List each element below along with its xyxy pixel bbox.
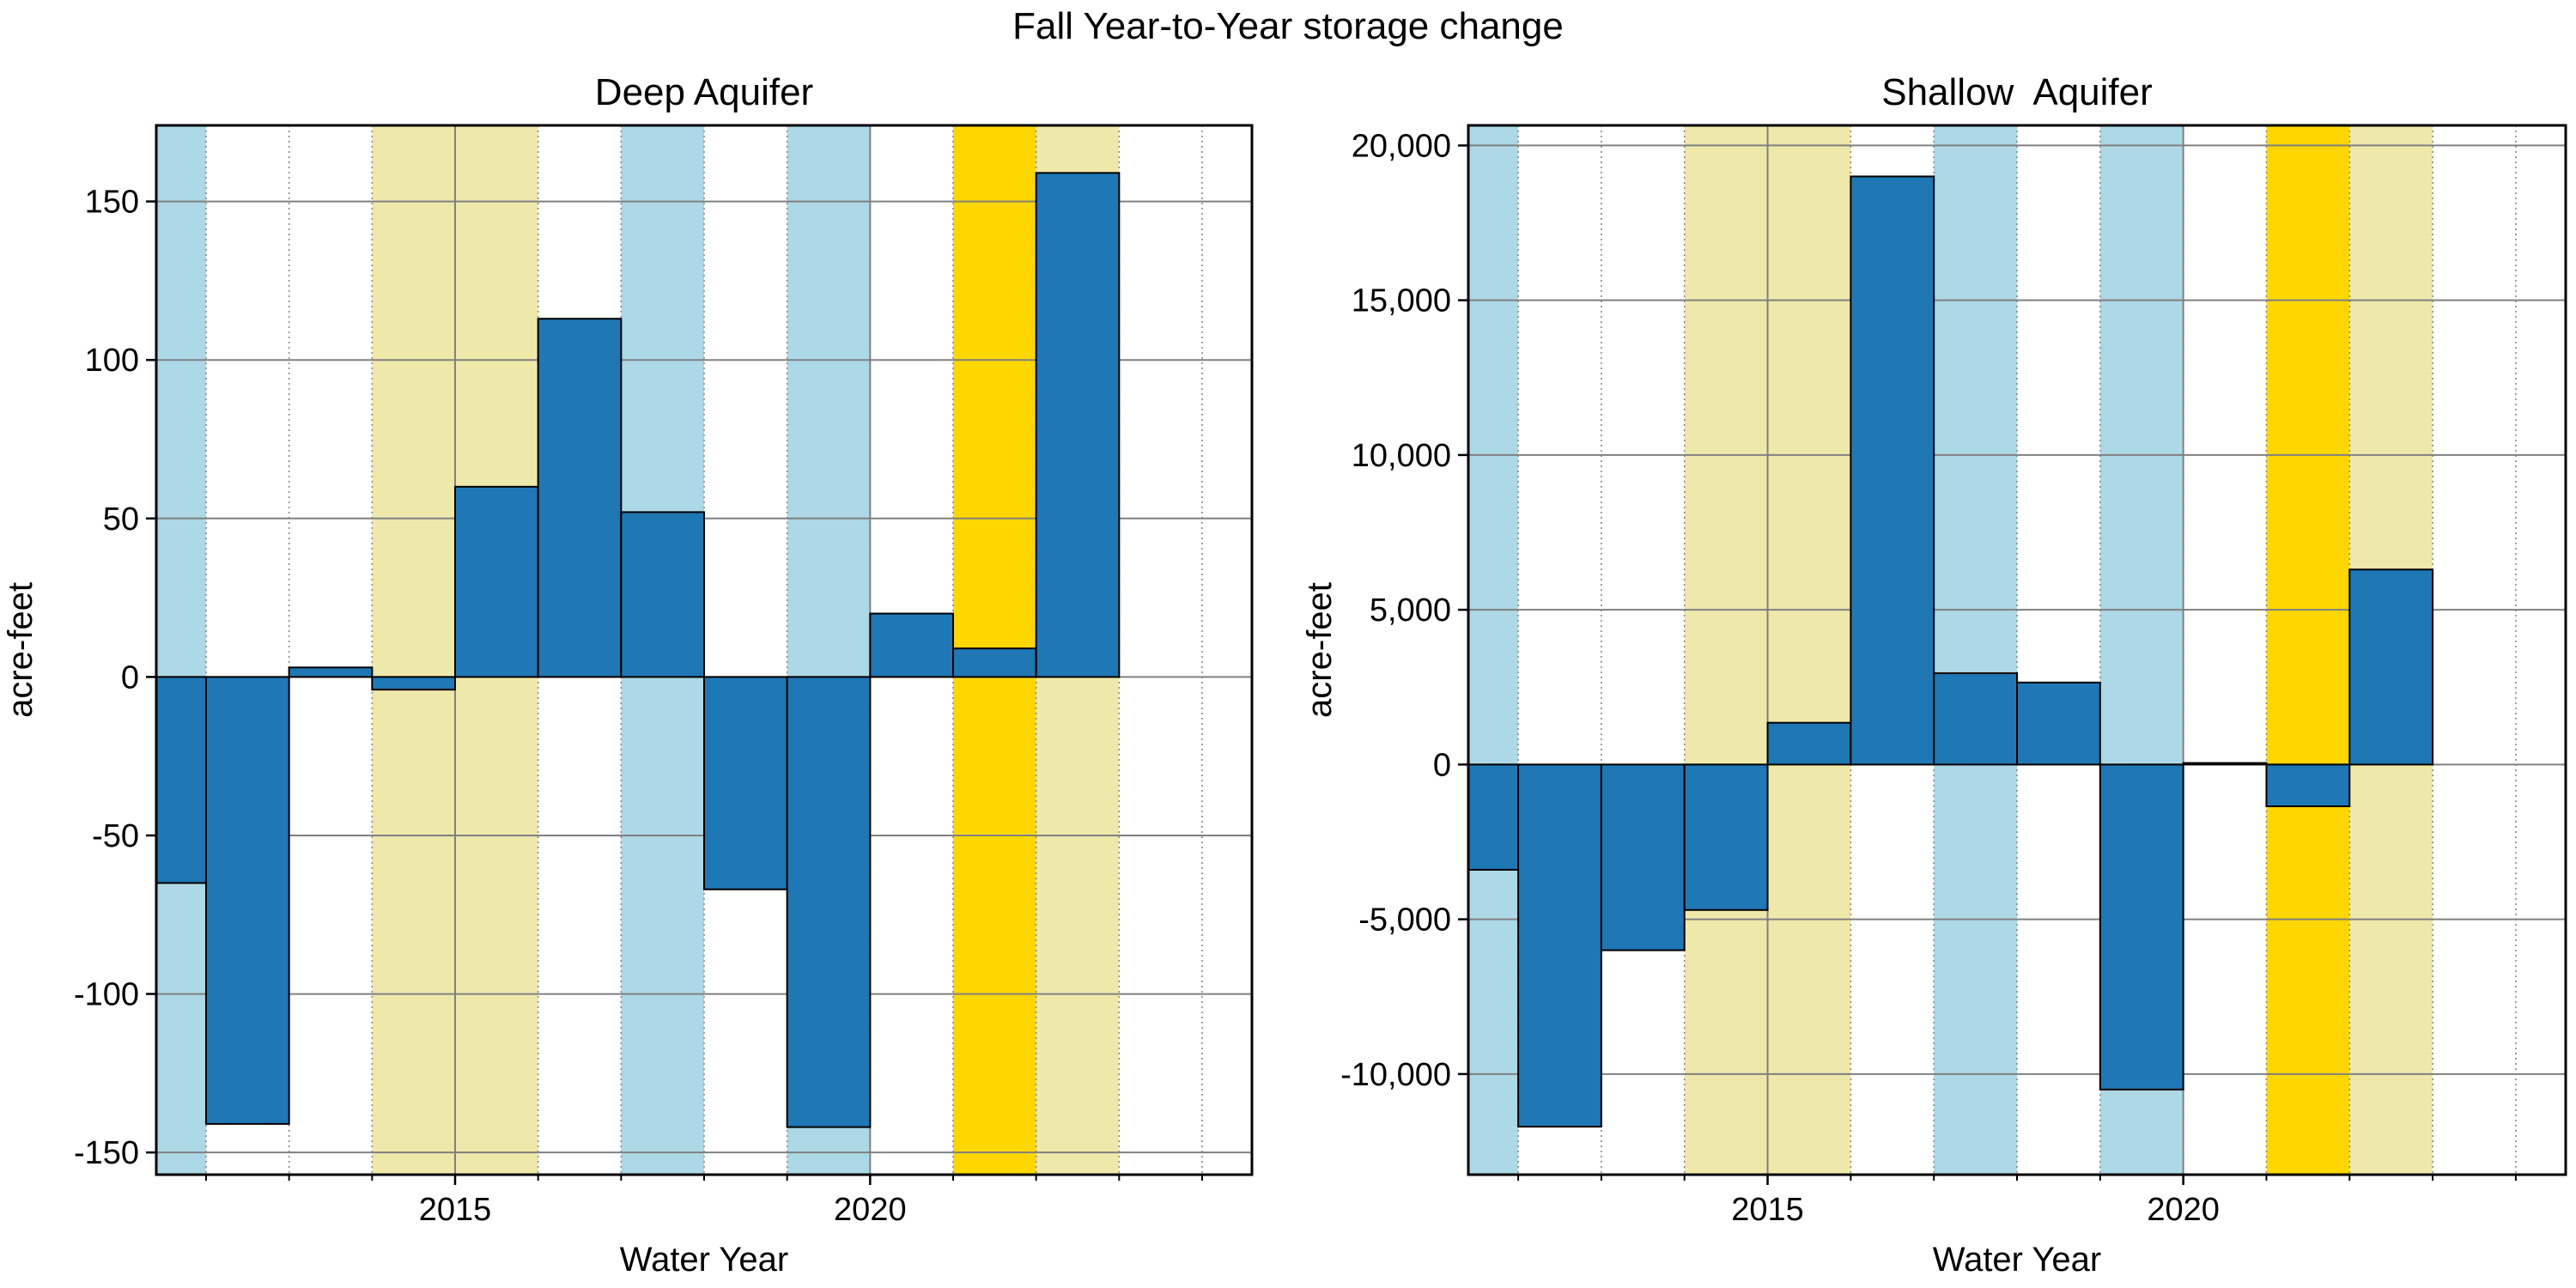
shallow-aquifer-y-tick-label: 15,000 — [1352, 283, 1451, 319]
deep-aquifer-y-tick-label: 100 — [85, 343, 139, 379]
shallow-aquifer-bar — [2099, 763, 2184, 1091]
deep-aquifer-x-axis-label: Water Year — [620, 1241, 788, 1279]
shallow-aquifer-bar — [2348, 568, 2434, 766]
shallow-aquifer-bar — [1933, 672, 2019, 766]
deep-aquifer-y-axis-label: acre-feet — [2, 582, 39, 718]
shallow-aquifer-bar — [1766, 721, 1852, 766]
deep-aquifer-y-tick-label: -50 — [92, 818, 139, 854]
deep-aquifer-y-tick-label: -100 — [74, 977, 139, 1013]
shallow-aquifer-panel: -10,000 -5,000 0 5,000 10,000 15,000 20,000 201… — [1301, 71, 2567, 1279]
shallow-aquifer-bar — [2016, 681, 2101, 766]
shallow-aquifer-x-tick-label: 2020 — [2147, 1192, 2220, 1228]
shallow-aquifer-bar — [2265, 763, 2351, 808]
deep-aquifer-y-tick-label: 50 — [103, 501, 139, 538]
shallow-aquifer-year-shade-wet — [1934, 125, 2017, 1175]
shallow-aquifer-year-shade-critically-dry — [2266, 125, 2350, 1175]
shallow-aquifer-bar — [1517, 763, 1602, 1128]
shallow-aquifer-y-axis-label: acre-feet — [1301, 582, 1339, 718]
shallow-aquifer-y-tick-label: 5,000 — [1370, 592, 1451, 629]
shallow-aquifer-x-tick-label: 2015 — [1731, 1192, 1804, 1228]
deep-aquifer-x-tick-label: 2015 — [419, 1192, 492, 1228]
shallow-aquifer-title: Shallow Aquifer — [1881, 71, 2153, 113]
deep-aquifer-bar — [205, 676, 290, 1125]
deep-aquifer-bar — [288, 666, 374, 678]
shallow-aquifer-y-tick-label: -10,000 — [1340, 1057, 1451, 1093]
deep-aquifer-y-tick-label: 0 — [121, 659, 139, 696]
shallow-aquifer-y-tick-label: 10,000 — [1352, 438, 1451, 474]
deep-aquifer-bar — [869, 612, 954, 678]
deep-aquifer-title: Deep Aquifer — [595, 71, 813, 113]
shallow-aquifer-bar — [1600, 763, 1686, 951]
deep-aquifer-panel: -150 -100 -50 0 50 100 150 2015 2020 Deep Aquifer… — [2, 71, 1254, 1279]
figure-title: Fall Year-to-Year storage change — [1012, 5, 1564, 47]
shallow-aquifer-x-axis-label: Water Year — [1933, 1241, 2101, 1279]
shallow-aquifer-bar — [1468, 763, 1520, 871]
deep-aquifer-bar — [371, 676, 457, 691]
deep-aquifer-plot-area — [156, 125, 1252, 1175]
deep-aquifer-bar — [786, 676, 872, 1128]
shallow-aquifer-y-tick-label: 20,000 — [1352, 128, 1451, 164]
deep-aquifer-y-tick-label: 150 — [85, 185, 139, 221]
deep-aquifer-bar — [952, 647, 1037, 678]
deep-aquifer-bar — [537, 318, 623, 678]
deep-aquifer-bar — [1035, 172, 1121, 678]
deep-aquifer-y-tick-label: -150 — [74, 1135, 139, 1171]
deep-aquifer-bar — [703, 676, 788, 890]
shallow-aquifer-bar — [1683, 763, 1769, 911]
deep-aquifer-bar — [620, 511, 705, 678]
shallow-aquifer-bar — [2182, 762, 2268, 766]
deep-aquifer-x-tick-label: 2020 — [834, 1192, 907, 1228]
deep-aquifer-year-shade-wet — [156, 125, 206, 1175]
shallow-aquifer-bar — [1850, 175, 1935, 766]
deep-aquifer-bar — [454, 485, 539, 678]
shallow-aquifer-plot-area — [1468, 125, 2566, 1175]
shallow-aquifer-y-tick-label: 0 — [1433, 747, 1451, 783]
shallow-aquifer-y-tick-label: -5,000 — [1358, 902, 1451, 939]
